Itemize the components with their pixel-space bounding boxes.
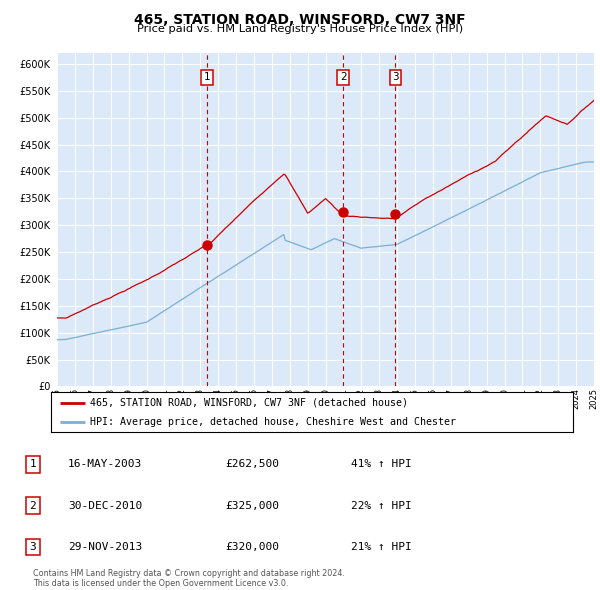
Text: 1: 1 — [29, 460, 37, 469]
Text: 21% ↑ HPI: 21% ↑ HPI — [350, 542, 412, 552]
Text: £325,000: £325,000 — [225, 501, 279, 510]
Text: £320,000: £320,000 — [225, 542, 279, 552]
Text: 29-NOV-2013: 29-NOV-2013 — [68, 542, 142, 552]
Text: 16-MAY-2003: 16-MAY-2003 — [68, 460, 142, 469]
Text: 41% ↑ HPI: 41% ↑ HPI — [350, 460, 412, 469]
Text: 465, STATION ROAD, WINSFORD, CW7 3NF: 465, STATION ROAD, WINSFORD, CW7 3NF — [134, 13, 466, 27]
Text: 3: 3 — [392, 73, 399, 82]
Text: £262,500: £262,500 — [225, 460, 279, 469]
Text: Contains HM Land Registry data © Crown copyright and database right 2024.
This d: Contains HM Land Registry data © Crown c… — [33, 569, 345, 588]
Text: Price paid vs. HM Land Registry's House Price Index (HPI): Price paid vs. HM Land Registry's House … — [137, 24, 463, 34]
Text: 22% ↑ HPI: 22% ↑ HPI — [350, 501, 412, 510]
Text: HPI: Average price, detached house, Cheshire West and Chester: HPI: Average price, detached house, Ches… — [90, 417, 456, 427]
Text: 3: 3 — [29, 542, 37, 552]
Text: 1: 1 — [203, 73, 210, 82]
Text: 30-DEC-2010: 30-DEC-2010 — [68, 501, 142, 510]
Text: 465, STATION ROAD, WINSFORD, CW7 3NF (detached house): 465, STATION ROAD, WINSFORD, CW7 3NF (de… — [90, 398, 408, 408]
Text: 2: 2 — [29, 501, 37, 510]
Text: 2: 2 — [340, 73, 347, 82]
